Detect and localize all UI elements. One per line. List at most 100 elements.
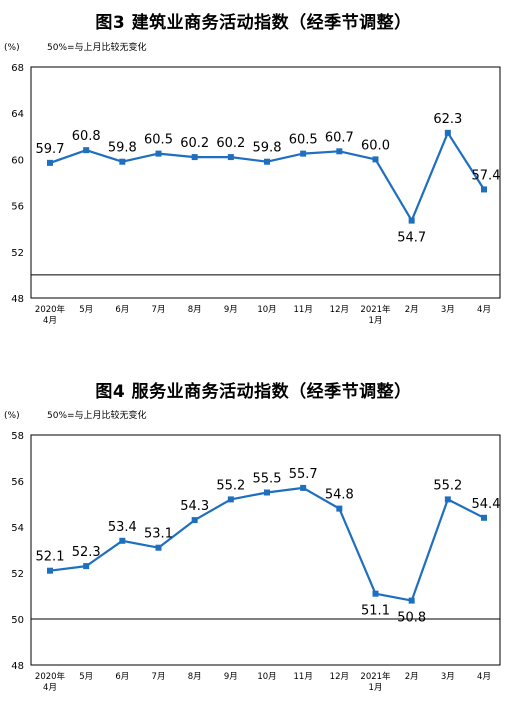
data-label: 55.2: [216, 478, 245, 493]
data-point: [300, 484, 307, 491]
x-tick-label: 12月: [330, 672, 349, 682]
data-point: [408, 217, 415, 224]
data-label: 60.5: [144, 133, 173, 148]
y-tick-label: 48: [11, 661, 24, 672]
y-tick-label: 58: [11, 431, 24, 442]
y-tick-label: 64: [11, 109, 24, 120]
x-tick-label: 2021年: [360, 671, 391, 682]
x-tick-label: 2021年: [360, 304, 391, 315]
data-label: 60.0: [361, 138, 390, 153]
x-tick-label: 4月: [43, 683, 57, 693]
data-point: [47, 159, 53, 166]
data-point: [227, 496, 234, 503]
chart-title: 图3 建筑业商务活动指数（经季节调整）: [95, 13, 412, 33]
data-point: [264, 489, 270, 496]
data-label: 54.3: [180, 499, 209, 514]
data-label: 57.4: [472, 168, 501, 183]
x-tick-label: 11月: [294, 672, 313, 682]
plot-frame: [30, 66, 501, 299]
data-point: [481, 514, 487, 521]
x-tick-label: 12月: [330, 305, 349, 315]
data-point: [155, 544, 162, 551]
data-label: 60.5: [289, 133, 318, 148]
data-point: [191, 154, 198, 161]
chart-title: 图4 服务业商务活动指数（经季节调整）: [95, 382, 412, 402]
y-tick-label: 50: [11, 615, 24, 626]
data-point: [481, 186, 487, 193]
baseline-note: 50%=与上月比较无变化: [47, 41, 147, 53]
plot-frame: [30, 434, 501, 666]
data-point: [83, 147, 90, 154]
data-point: [372, 590, 379, 597]
data-point: [408, 597, 415, 604]
unit-label: (%): [4, 43, 20, 53]
x-tick-label: 9月: [224, 305, 238, 315]
data-label: 54.7: [397, 231, 426, 246]
y-tick-label: 60: [11, 155, 24, 166]
data-point: [444, 129, 451, 136]
x-tick-label: 5月: [79, 672, 93, 682]
data-point: [191, 517, 198, 524]
data-label: 53.4: [108, 520, 137, 535]
data-label: 62.3: [433, 112, 462, 127]
x-tick-label: 4月: [477, 672, 491, 682]
x-tick-label: 1月: [369, 316, 383, 326]
x-tick-label: 11月: [294, 305, 313, 315]
series-line: [49, 486, 485, 602]
data-label: 55.7: [289, 467, 318, 482]
x-tick-label: 2020年: [35, 671, 66, 682]
data-point: [47, 567, 53, 574]
data-label: 53.1: [144, 527, 173, 542]
data-point: [336, 505, 343, 512]
data-label: 59.8: [108, 141, 137, 156]
data-label: 60.2: [180, 136, 209, 151]
x-tick-label: 3月: [441, 305, 455, 315]
x-tick-label: 10月: [257, 305, 276, 315]
data-point: [300, 150, 307, 157]
y-tick-label: 52: [11, 569, 24, 580]
data-label: 59.8: [253, 141, 282, 156]
data-label: 60.8: [72, 129, 101, 144]
x-tick-label: 8月: [188, 672, 202, 682]
data-label: 55.5: [253, 472, 282, 487]
y-tick-label: 54: [11, 523, 24, 534]
x-tick-label: 1月: [369, 683, 383, 693]
data-point: [119, 537, 126, 544]
x-tick-label: 8月: [188, 305, 202, 315]
y-tick-label: 56: [11, 202, 24, 213]
data-point: [155, 150, 162, 157]
data-label: 60.2: [216, 136, 245, 151]
x-tick-label: 10月: [257, 672, 276, 682]
x-tick-label: 5月: [79, 305, 93, 315]
baseline-note: 50%=与上月比较无变化: [47, 409, 147, 421]
unit-label: (%): [4, 411, 20, 421]
data-label: 60.7: [325, 130, 354, 145]
data-point: [372, 156, 379, 163]
x-tick-label: 2月: [405, 305, 419, 315]
y-tick-label: 56: [11, 477, 24, 488]
y-tick-label: 68: [11, 63, 24, 74]
x-tick-label: 6月: [115, 305, 129, 315]
construction-chart-plot: (%) 50%=与上月比较无变化 48 52 56 60 64 68 59.7 60.8 59.8 6…: [4, 41, 501, 326]
x-tick-label: 4月: [43, 316, 57, 326]
data-label: 54.4: [472, 497, 501, 512]
data-point: [264, 158, 270, 165]
data-label: 51.1: [361, 604, 390, 619]
services-chart-plot: (%) 50%=与上月比较无变化 48 50 52 54 56 58 52.1 52.3 53.4 5…: [4, 409, 501, 693]
x-tick-label: 4月: [477, 305, 491, 315]
x-tick-label: 2月: [405, 672, 419, 682]
data-label: 54.8: [325, 488, 354, 503]
data-label: 52.1: [36, 550, 65, 565]
x-tick-label: 9月: [224, 672, 238, 682]
data-point: [444, 496, 451, 503]
data-point: [119, 158, 126, 165]
x-tick-label: 2020年: [35, 304, 66, 315]
x-tick-label: 3月: [441, 672, 455, 682]
data-label: 55.2: [433, 478, 462, 493]
x-tick-label: 7月: [152, 672, 166, 682]
data-point: [83, 563, 90, 570]
x-tick-label: 6月: [115, 672, 129, 682]
x-tick-label: 7月: [152, 305, 166, 315]
data-label: 52.3: [72, 545, 101, 560]
data-label: 50.8: [397, 611, 426, 626]
